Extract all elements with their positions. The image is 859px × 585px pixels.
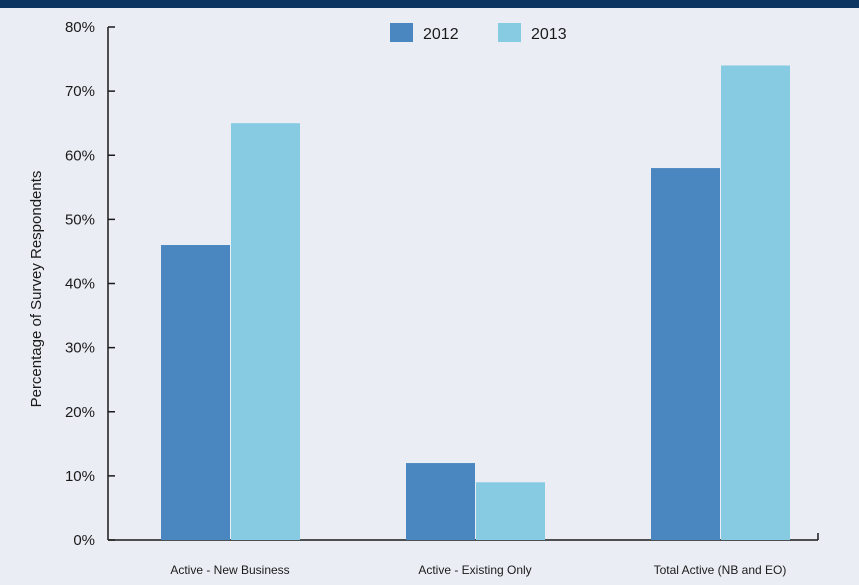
legend: 2012 2013 [390,23,567,43]
legend-swatch-2012 [390,23,413,42]
bars [161,65,790,540]
y-axis: 0% 10% 20% 30% 40% 50% 60% 70% 80% [65,19,115,549]
y-tick-label: 20% [65,404,95,421]
y-tick-label: 0% [73,532,95,549]
legend-label-2013: 2013 [531,26,567,43]
y-tick-label: 80% [65,19,95,36]
y-tick-label: 70% [65,83,95,100]
x-category-label: Total Active (NB and EO) [654,563,787,577]
bar-2012-1 [161,245,230,540]
header-bar [0,0,859,8]
y-tick-label: 50% [65,211,95,228]
x-category-label: Active - New Business [170,563,289,577]
bar-2013-1 [231,123,300,540]
y-tick-label: 30% [65,340,95,357]
x-category-label: Active - Existing Only [418,563,531,577]
legend-swatch-2013 [498,23,521,42]
y-tick-label: 60% [65,147,95,164]
bar-2012-2 [406,463,475,540]
bar-2013-2 [476,482,545,540]
y-tick-label: 10% [65,468,95,485]
y-axis-title: Percentage of Survey Respondents [28,171,45,408]
legend-label-2012: 2012 [423,26,459,43]
bar-2012-3 [651,168,720,540]
bar-2013-3 [721,65,790,540]
y-tick-label: 40% [65,276,95,293]
